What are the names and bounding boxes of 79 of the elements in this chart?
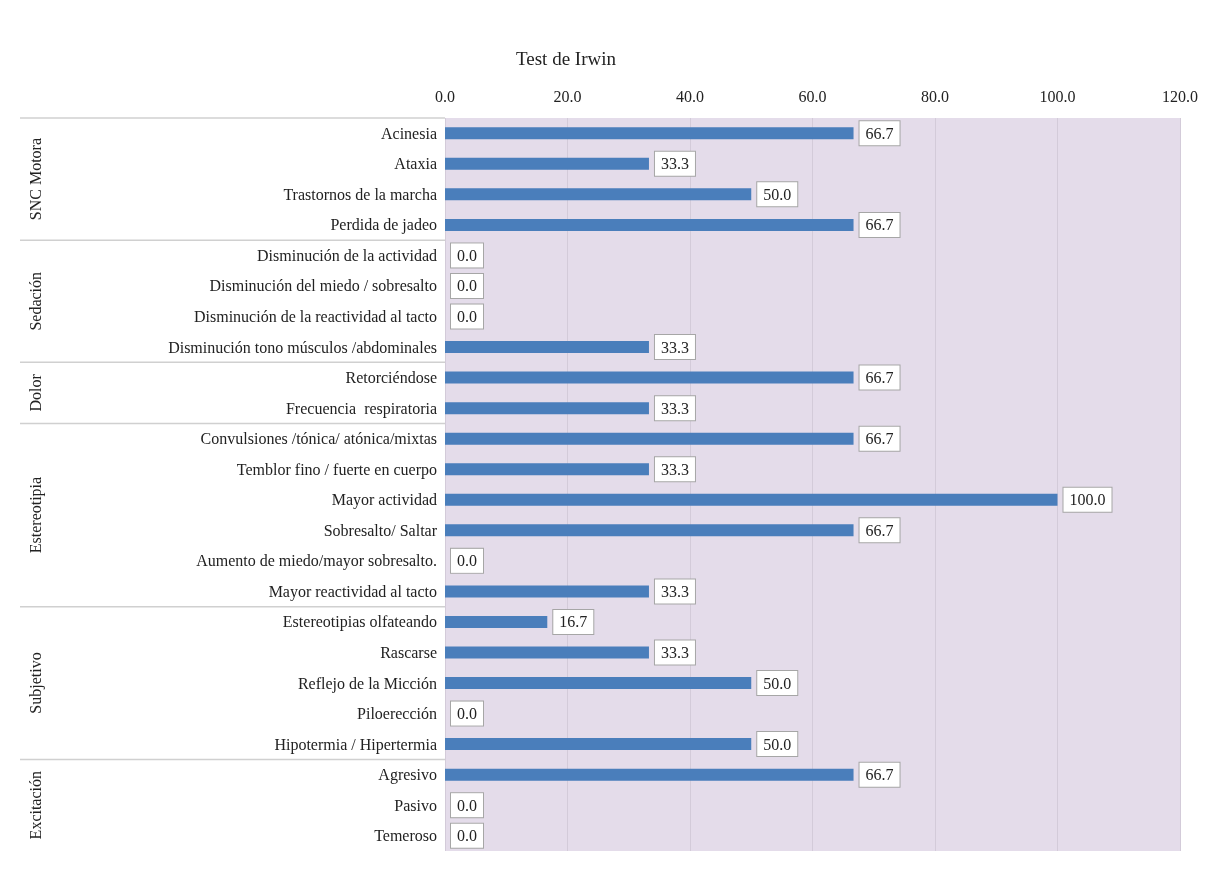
y-tick-label: Temeroso bbox=[374, 827, 437, 845]
data-label: 0.0 bbox=[457, 308, 477, 326]
text: Sedación bbox=[26, 271, 44, 331]
data-label: 50.0 bbox=[763, 674, 792, 692]
y-tick-label: Frecuencia respiratoria bbox=[285, 399, 437, 418]
data-label: 33.3 bbox=[660, 460, 689, 478]
text: SNC Motora bbox=[26, 137, 44, 221]
data-label: 66.7 bbox=[865, 766, 894, 784]
bar bbox=[445, 493, 1058, 506]
bar bbox=[445, 341, 649, 354]
y-tick-label: Piloerección bbox=[357, 705, 437, 723]
data-label: 33.3 bbox=[660, 338, 689, 356]
text: Dolor bbox=[26, 373, 44, 412]
bar bbox=[445, 402, 649, 415]
data-label: 66.7 bbox=[865, 124, 894, 142]
bar bbox=[445, 432, 854, 445]
bar bbox=[445, 585, 649, 598]
y-tick-label: Disminución de la actividad bbox=[257, 246, 437, 264]
bar bbox=[445, 463, 649, 476]
data-label: 33.3 bbox=[660, 582, 689, 600]
bar bbox=[445, 188, 752, 201]
chart-title: Test de Irwin bbox=[516, 48, 617, 69]
y-tick-label: Estereotipias olfateando bbox=[282, 613, 437, 632]
bar bbox=[445, 157, 649, 170]
data-label: 33.3 bbox=[660, 399, 689, 417]
text: Excitación bbox=[26, 770, 44, 840]
data-label: 0.0 bbox=[457, 705, 477, 723]
bar bbox=[445, 768, 854, 781]
y-tick-label: Mayor reactividad al tacto bbox=[268, 582, 437, 601]
data-label: 33.3 bbox=[660, 643, 689, 661]
data-label: 33.3 bbox=[660, 155, 689, 173]
data-label: 0.0 bbox=[457, 246, 477, 264]
y-tick-label: Convulsiones /tónica/ atónica/mixtas bbox=[200, 430, 437, 448]
data-label: 66.7 bbox=[865, 216, 894, 234]
y-tick-label: Pasivo bbox=[394, 796, 437, 814]
bar bbox=[445, 677, 752, 690]
y-tick-label: Rascarse bbox=[380, 643, 437, 661]
y-tick-label: Ataxia bbox=[394, 155, 437, 173]
y-tick-label: Trastornos de la marcha bbox=[283, 185, 437, 203]
y-tick-label: Disminución del miedo / sobresalto bbox=[209, 277, 437, 295]
bar bbox=[445, 738, 752, 751]
y-tick-label: Hipotermia / Hipertermia bbox=[274, 735, 437, 754]
y-tick-label: Retorciéndose bbox=[345, 369, 437, 387]
bar bbox=[445, 127, 854, 140]
x-tick-label: 100.0 bbox=[1039, 87, 1076, 105]
data-label: 100.0 bbox=[1069, 491, 1106, 509]
y-tick-label: Disminución tono músculos /abdominales bbox=[168, 338, 437, 356]
x-tick-label: 80.0 bbox=[921, 87, 949, 105]
y-tick-label: Mayor actividad bbox=[331, 491, 437, 510]
data-label: 0.0 bbox=[457, 552, 477, 570]
y-tick-label: Acinesia bbox=[381, 124, 437, 142]
bar bbox=[445, 615, 548, 628]
y-tick-label: Reflejo de la Micción bbox=[297, 674, 437, 693]
data-label: 66.7 bbox=[865, 369, 894, 387]
y-tick-label: Disminución de la reactividad al tacto bbox=[193, 308, 437, 326]
data-label: 66.7 bbox=[865, 430, 894, 448]
data-label: 0.0 bbox=[457, 827, 477, 845]
data-label: 0.0 bbox=[457, 796, 477, 814]
data-label: 50.0 bbox=[763, 735, 792, 753]
x-tick-label: 40.0 bbox=[676, 87, 704, 105]
x-tick-label: 0.0 bbox=[435, 87, 455, 105]
bar bbox=[445, 646, 649, 659]
data-label: 16.7 bbox=[559, 613, 588, 631]
y-tick-label: Agresivo bbox=[378, 766, 437, 785]
y-tick-label: Sobresalto/ Saltar bbox=[323, 521, 438, 539]
y-tick-label: Temblor fino / fuerte en cuerpo bbox=[236, 460, 437, 479]
data-label: 0.0 bbox=[457, 277, 477, 295]
text: Estereotipia bbox=[26, 476, 45, 554]
x-tick-label: 20.0 bbox=[553, 87, 582, 105]
y-tick-label: Perdida de jadeo bbox=[330, 216, 437, 235]
bar bbox=[445, 524, 854, 537]
bar bbox=[445, 371, 854, 384]
data-label: 50.0 bbox=[763, 185, 792, 203]
y-tick-label: Aumento de miedo/mayor sobresalto. bbox=[196, 552, 437, 571]
bar bbox=[445, 218, 854, 231]
x-tick-label: 60.0 bbox=[798, 87, 827, 105]
data-label: 66.7 bbox=[865, 521, 894, 539]
text: Subjetivo bbox=[26, 652, 45, 714]
x-tick-label: 120.0 bbox=[1162, 87, 1198, 105]
